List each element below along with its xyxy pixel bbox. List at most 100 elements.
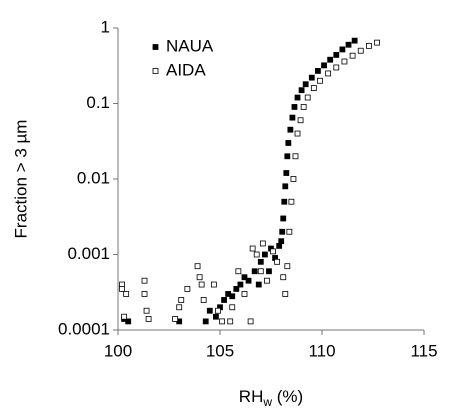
- legend-marker: [152, 44, 159, 50]
- data-point: [366, 42, 372, 49]
- data-point: [287, 126, 294, 133]
- data-point: [333, 52, 340, 58]
- data-point: [145, 316, 152, 322]
- data-point: [349, 52, 356, 59]
- data-point: [274, 258, 281, 265]
- data-point: [233, 286, 240, 292]
- data-point: [266, 268, 272, 275]
- y-tick-label: 0.1: [86, 93, 110, 112]
- data-point: [270, 248, 276, 255]
- x-label-main: RH: [239, 387, 264, 406]
- data-point: [255, 281, 262, 288]
- data-point: [143, 307, 150, 314]
- data-point: [283, 170, 290, 176]
- data-point: [257, 258, 264, 265]
- data-point: [351, 37, 358, 44]
- data-point: [206, 307, 213, 314]
- data-point: [178, 297, 185, 303]
- data-point: [282, 183, 289, 190]
- data-point: [288, 198, 295, 205]
- data-point: [245, 277, 252, 284]
- data-point: [176, 304, 183, 311]
- data-point: [249, 245, 256, 252]
- data-point: [215, 307, 221, 314]
- data-point: [227, 318, 234, 325]
- data-point: [280, 274, 287, 281]
- data-point: [279, 228, 286, 235]
- x-tick-label: 110: [308, 341, 335, 360]
- data-point: [196, 274, 203, 281]
- data-point: [310, 85, 317, 91]
- data-point: [241, 291, 248, 297]
- data-point: [294, 130, 301, 137]
- data-point: [327, 56, 334, 63]
- data-point: [284, 153, 291, 160]
- data-point: [339, 46, 346, 53]
- data-point: [325, 70, 332, 77]
- data-point: [213, 313, 219, 320]
- data-point: [280, 215, 287, 222]
- x-tick-label: 105: [206, 341, 234, 360]
- data-point: [184, 286, 191, 292]
- data-point: [291, 104, 298, 110]
- data-point: [294, 94, 301, 101]
- data-point: [276, 242, 283, 249]
- data-point: [202, 318, 209, 325]
- data-point: [297, 117, 304, 124]
- data-point: [210, 281, 217, 288]
- data-point: [300, 104, 307, 110]
- y-tick-label: 0.001: [67, 244, 110, 263]
- legend-label: NAUA: [166, 36, 214, 55]
- data-point: [247, 318, 254, 325]
- data-point: [219, 318, 225, 325]
- data-point: [284, 263, 291, 270]
- data-point: [119, 286, 125, 292]
- data-point: [229, 304, 236, 311]
- data-point: [345, 41, 352, 48]
- y-axis-label: Fraction > 3 µm: [11, 120, 30, 239]
- data-point: [141, 291, 148, 297]
- data-point: [282, 291, 289, 297]
- data-point: [286, 228, 293, 235]
- data-point: [341, 58, 348, 65]
- x-tick-label: 115: [410, 341, 437, 360]
- data-point: [257, 268, 264, 275]
- data-point: [281, 198, 288, 205]
- data-point: [292, 153, 299, 160]
- legend-label: AIDA: [166, 60, 206, 79]
- data-point: [289, 114, 296, 121]
- data-point: [374, 39, 380, 46]
- data-point: [261, 251, 268, 258]
- legend-marker: [152, 68, 159, 74]
- data-point: [357, 47, 364, 54]
- data-point: [315, 68, 321, 74]
- data-point: [200, 297, 207, 303]
- data-point: [278, 238, 285, 245]
- data-point: [290, 176, 297, 182]
- x-label-sub: w: [262, 395, 272, 409]
- data-point: [302, 81, 309, 88]
- data-point: [172, 316, 179, 322]
- y-tick-label: 1: [101, 17, 110, 36]
- x-axis-label: RHw (%): [239, 387, 303, 409]
- data-point: [251, 268, 258, 275]
- data-point: [229, 293, 236, 300]
- data-point: [285, 140, 292, 146]
- data-point: [253, 251, 260, 258]
- x-label-unit: (%): [272, 387, 303, 406]
- data-point: [235, 268, 242, 275]
- data-point: [194, 263, 201, 270]
- data-point: [308, 74, 315, 81]
- data-point: [304, 94, 311, 101]
- data-point: [321, 62, 327, 69]
- x-tick-label: 100: [104, 341, 132, 360]
- data-point: [125, 318, 132, 325]
- data-point: [221, 297, 227, 303]
- data-point: [333, 64, 340, 71]
- data-point: [121, 313, 128, 320]
- data-point: [141, 277, 148, 284]
- data-point: [241, 274, 248, 281]
- y-tick-label: 0.0001: [58, 319, 110, 338]
- data-point: [237, 281, 244, 288]
